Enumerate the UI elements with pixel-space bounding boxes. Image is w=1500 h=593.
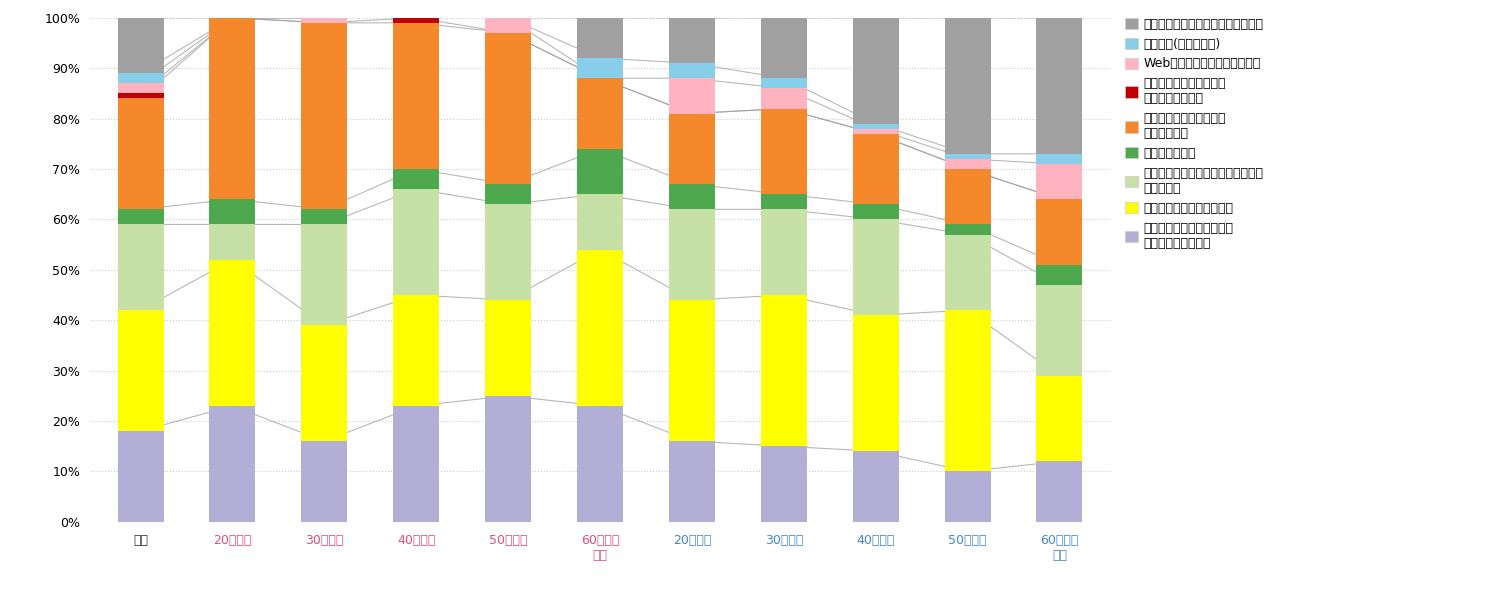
Bar — [760, 88, 807, 109]
Bar — [484, 184, 531, 204]
Bar — [210, 260, 255, 406]
Bar — [578, 250, 622, 406]
Bar — [760, 18, 807, 78]
Bar — [945, 154, 990, 159]
Bar — [578, 149, 622, 195]
Bar — [760, 209, 807, 295]
Bar — [945, 310, 990, 471]
Bar — [117, 73, 164, 83]
Bar — [669, 18, 716, 63]
Bar — [945, 169, 990, 224]
Bar — [852, 451, 898, 522]
Bar — [578, 58, 622, 78]
Bar — [210, 18, 255, 199]
Bar — [945, 235, 990, 310]
Bar — [669, 441, 716, 522]
Bar — [117, 225, 164, 310]
Bar — [484, 18, 531, 33]
Bar — [117, 93, 164, 98]
Bar — [393, 23, 439, 169]
Bar — [117, 83, 164, 93]
Bar — [302, 209, 348, 224]
Bar — [117, 98, 164, 209]
Bar — [669, 114, 716, 184]
Bar — [578, 78, 622, 149]
Bar — [578, 195, 622, 250]
Bar — [393, 0, 439, 18]
Bar — [484, 33, 531, 184]
Bar — [302, 18, 348, 23]
Bar — [1036, 264, 1083, 285]
Bar — [852, 18, 898, 124]
Bar — [302, 224, 348, 325]
Bar — [393, 189, 439, 295]
Bar — [760, 446, 807, 522]
Bar — [210, 224, 255, 260]
Bar — [1036, 461, 1083, 522]
Bar — [484, 300, 531, 396]
Bar — [1036, 199, 1083, 264]
Bar — [945, 471, 990, 522]
Bar — [117, 18, 164, 74]
Bar — [117, 310, 164, 431]
Bar — [669, 184, 716, 209]
Bar — [117, 431, 164, 522]
Bar — [1036, 164, 1083, 199]
Bar — [852, 129, 898, 134]
Bar — [393, 169, 439, 189]
Bar — [852, 204, 898, 219]
Bar — [945, 224, 990, 234]
Bar — [393, 406, 439, 522]
Bar — [1036, 376, 1083, 461]
Bar — [760, 78, 807, 88]
Bar — [578, 406, 622, 522]
Bar — [302, 325, 348, 441]
Bar — [484, 204, 531, 300]
Bar — [945, 18, 990, 154]
Bar — [484, 396, 531, 522]
Bar — [852, 134, 898, 204]
Bar — [302, 23, 348, 209]
Bar — [1036, 154, 1083, 164]
Bar — [1036, 285, 1083, 376]
Bar — [852, 219, 898, 315]
Bar — [578, 18, 622, 58]
Bar — [393, 295, 439, 406]
Bar — [210, 406, 255, 522]
Bar — [760, 295, 807, 446]
Bar — [852, 315, 898, 451]
Bar — [302, 441, 348, 522]
Bar — [669, 209, 716, 300]
Bar — [1036, 18, 1083, 154]
Bar — [117, 209, 164, 224]
Bar — [760, 194, 807, 209]
Bar — [760, 109, 807, 195]
Bar — [669, 63, 716, 78]
Bar — [210, 199, 255, 224]
Bar — [669, 300, 716, 441]
Bar — [945, 159, 990, 169]
Bar — [393, 18, 439, 23]
Bar — [852, 123, 898, 129]
Bar — [669, 78, 716, 114]
Legend: 利用したことがないのでわからない, そのほか(衛生面など), Webサイトなどでの口コミ評価, 店の広さや駐車場の有無
ほか設備の充実度, スタッフの人柄や店内: 利用したことがないのでわからない, そのほか(衛生面など), Webサイトなどで… — [1122, 14, 1268, 253]
